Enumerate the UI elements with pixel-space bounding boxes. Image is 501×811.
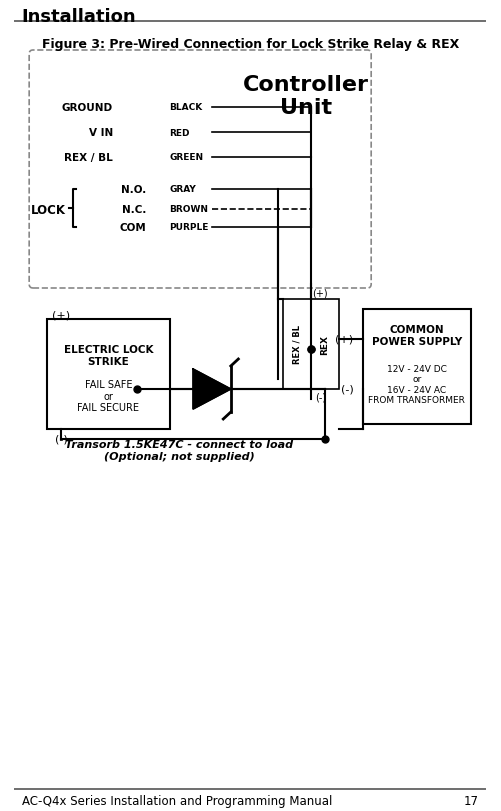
Text: BLACK: BLACK [169, 103, 203, 113]
Text: (-): (-) [315, 392, 326, 401]
Text: Figure 3: Pre-Wired Connection for Lock Strike Relay & REX: Figure 3: Pre-Wired Connection for Lock … [42, 38, 459, 51]
Text: V IN: V IN [89, 128, 113, 138]
Text: 12V - 24V DC
or
16V - 24V AC
FROM TRANSFORMER: 12V - 24V DC or 16V - 24V AC FROM TRANSF… [368, 365, 465, 405]
Bar [283, 299, 311, 389]
Text: N.C.: N.C. [122, 204, 146, 215]
Text: LOCK: LOCK [31, 204, 66, 217]
Text: Installation: Installation [22, 8, 136, 26]
Text: COMMON
POWER SUPPLY: COMMON POWER SUPPLY [372, 324, 462, 346]
Text: N.O.: N.O. [121, 185, 146, 195]
Text: BROWN: BROWN [169, 205, 208, 214]
Text: Controller
Unit: Controller Unit [243, 75, 369, 118]
Bar [363, 310, 471, 424]
Text: Transorb 1.5KE47C - connect to load
(Optional; not supplied): Transorb 1.5KE47C - connect to load (Opt… [65, 440, 293, 461]
Text: AC-Q4x Series Installation and Programming Manual: AC-Q4x Series Installation and Programmi… [22, 794, 332, 807]
Text: REX: REX [321, 335, 330, 354]
Text: 17: 17 [463, 794, 478, 807]
Text: (+): (+) [335, 335, 353, 345]
Text: (-): (-) [341, 384, 353, 394]
Text: (-): (-) [55, 435, 68, 444]
Text: REX / BL: REX / BL [292, 325, 301, 364]
Text: (+): (+) [313, 288, 328, 298]
Text: FAIL SAFE
or
FAIL SECURE: FAIL SAFE or FAIL SECURE [77, 380, 139, 413]
Text: (+): (+) [52, 310, 70, 320]
Text: GREEN: GREEN [169, 153, 204, 162]
Text: ELECTRIC LOCK
STRIKE: ELECTRIC LOCK STRIKE [64, 345, 153, 366]
Text: RED: RED [169, 128, 190, 137]
Text: REX / BL: REX / BL [64, 152, 113, 163]
Text: PURPLE: PURPLE [169, 223, 209, 232]
Polygon shape [193, 370, 231, 410]
Text: GROUND: GROUND [62, 103, 113, 113]
Text: COM: COM [119, 223, 146, 233]
Bar [311, 299, 339, 389]
Bar [47, 320, 169, 430]
Text: GRAY: GRAY [169, 185, 196, 195]
